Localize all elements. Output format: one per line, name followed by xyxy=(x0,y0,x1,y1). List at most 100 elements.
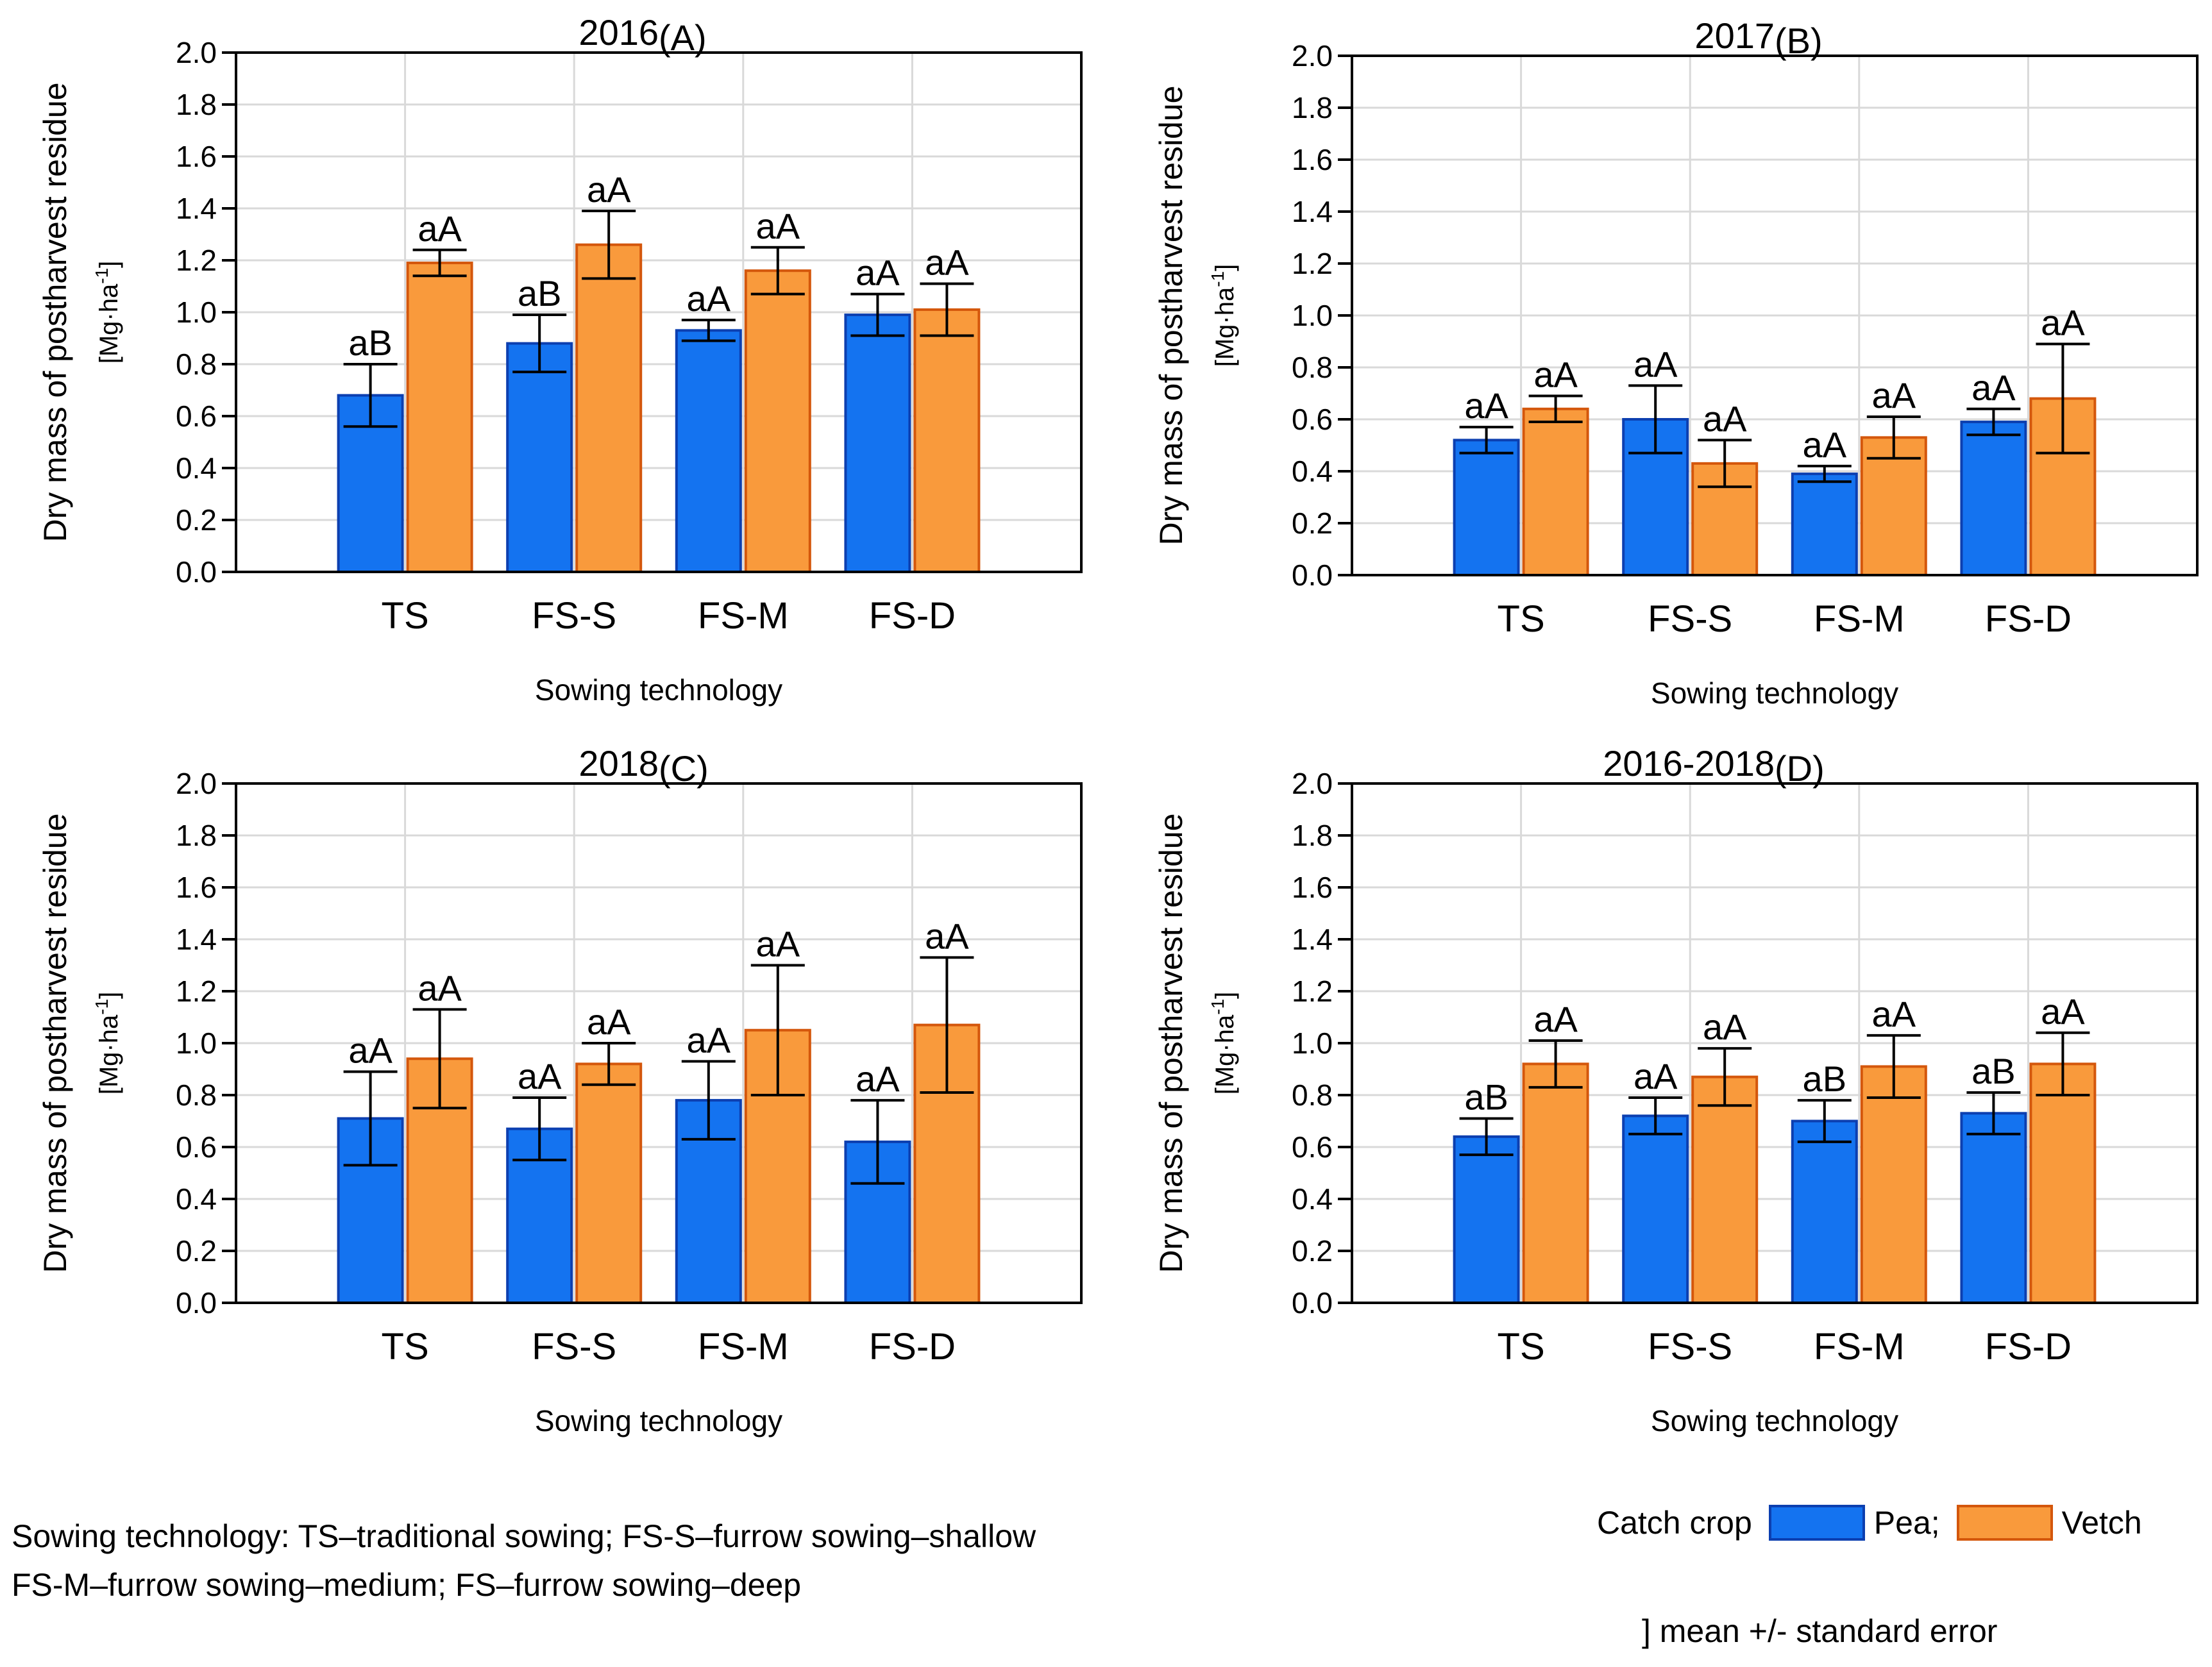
significance-label: aA xyxy=(418,968,462,1008)
y-tick-label: 1.2 xyxy=(1292,247,1333,280)
significance-label: aA xyxy=(1703,398,1747,439)
legend-title: Catch crop xyxy=(1597,1505,1752,1541)
legend-swatch-vetch xyxy=(1956,1505,2053,1541)
x-tick-label: FS-S xyxy=(532,1326,616,1368)
y-tick-label: 1.4 xyxy=(176,192,217,225)
chart-panel-4: aB aA TS aA aA FS-S aB aA FS-M aB aA FS-D 0.0 0.2 0.4 0… xyxy=(1153,743,2199,1437)
y-tick-label: 0.0 xyxy=(176,1286,217,1319)
y-tick-label: 1.8 xyxy=(176,819,217,852)
significance-label: aB xyxy=(1464,1076,1508,1117)
bar-vetch-ts xyxy=(1522,1062,1589,1305)
chart-panel-3: aA aA TS aA aA FS-S aA aA FS-M aA aA FS-D 0.0 0.2 0.4 0… xyxy=(37,743,1083,1437)
significance-label: aA xyxy=(925,916,969,956)
significance-label: aA xyxy=(1634,344,1678,384)
panel-label: (A) xyxy=(659,17,707,58)
footnote-line-2: FS-M–furrow sowing–medium; FS–furrow sow… xyxy=(12,1567,802,1603)
y-axis-label: Dry mass of postharvest residue xyxy=(37,814,73,1273)
significance-label: aA xyxy=(1634,1056,1678,1096)
y-tick-label: 1.0 xyxy=(176,296,217,329)
x-tick-label: TS xyxy=(382,1326,429,1368)
bar-pea-fs-d xyxy=(844,314,911,573)
significance-label: aA xyxy=(1803,424,1847,465)
bar-vetch-fs-s xyxy=(575,1062,643,1305)
bar-pea-fs-d xyxy=(1960,421,2027,576)
chart-title: 2017 xyxy=(1694,15,1775,56)
significance-label: aA xyxy=(518,1056,562,1096)
x-tick-label: TS xyxy=(1498,598,1545,640)
y-tick-label: 0.0 xyxy=(176,555,217,589)
panel-label: (D) xyxy=(1775,748,1825,789)
y-tick-label: 1.2 xyxy=(176,975,217,1008)
significance-label: aA xyxy=(1533,999,1578,1039)
significance-label: aA xyxy=(1872,375,1916,415)
significance-label: aA xyxy=(348,1030,393,1071)
y-tick-label: 0.6 xyxy=(1292,1130,1333,1164)
chart-panel-2: aA aA TS aA aA FS-S aA aA FS-M aA aA FS-D 0.0 0.2 0.4 0… xyxy=(1153,15,2199,710)
y-tick-label: 1.2 xyxy=(1292,975,1333,1008)
significance-label: aB xyxy=(1971,1051,2016,1091)
y-tick-label: 0.6 xyxy=(176,1130,217,1164)
legend: Catch crop Pea; Vetch xyxy=(1597,1500,2142,1545)
y-tick-label: 2.0 xyxy=(1292,39,1333,72)
x-tick-label: FS-D xyxy=(869,1326,956,1368)
x-tick-label: FS-M xyxy=(1814,598,1905,640)
y-axis-label: Dry mass of postharvest residue xyxy=(37,83,73,542)
bar-pea-fs-s xyxy=(1622,1114,1689,1305)
y-tick-label: 1.4 xyxy=(1292,923,1333,956)
y-tick-label: 2.0 xyxy=(176,767,217,800)
x-axis-label: Sowing technology xyxy=(535,673,782,707)
x-tick-label: TS xyxy=(1498,1326,1545,1368)
y-tick-label: 1.6 xyxy=(176,871,217,904)
y-axis-unit: [Mg·ha-1] xyxy=(1208,992,1240,1095)
significance-label: aB xyxy=(518,273,562,314)
footnote-line-1: Sowing technology: TS–traditional sowing… xyxy=(12,1518,1036,1554)
bar-vetch-fs-s xyxy=(575,243,643,573)
significance-label: aA xyxy=(687,1019,731,1060)
bar-pea-ts xyxy=(1453,1135,1520,1305)
y-tick-label: 1.8 xyxy=(1292,91,1333,124)
legend-swatch-pea xyxy=(1768,1505,1865,1541)
significance-label: aA xyxy=(1533,355,1578,395)
y-axis-label: Dry mass of postharvest residue xyxy=(1153,86,1189,546)
x-tick-label: FS-S xyxy=(532,595,616,637)
bar-vetch-fs-d xyxy=(913,308,981,573)
significance-label: aB xyxy=(348,323,393,363)
bar-pea-fs-m xyxy=(675,329,742,573)
bar-pea-fs-d xyxy=(1960,1112,2027,1304)
chart-title: 2016-2018 xyxy=(1603,743,1775,783)
significance-label: aA xyxy=(587,1001,631,1042)
significance-label: aA xyxy=(1872,994,1916,1034)
significance-label: aA xyxy=(1703,1007,1747,1047)
y-tick-label: 0.0 xyxy=(1292,1286,1333,1319)
y-tick-label: 0.6 xyxy=(176,399,217,433)
y-tick-label: 0.8 xyxy=(176,1078,217,1112)
significance-label: aB xyxy=(1803,1059,1847,1099)
y-tick-label: 0.2 xyxy=(176,1234,217,1268)
bar-vetch-fs-m xyxy=(1860,1065,1927,1304)
y-tick-label: 0.4 xyxy=(176,451,217,485)
bar-vetch-ts xyxy=(1522,407,1589,576)
y-tick-label: 0.2 xyxy=(1292,1234,1333,1268)
bar-pea-fs-s xyxy=(506,342,573,573)
y-tick-label: 1.6 xyxy=(1292,871,1333,904)
x-tick-label: FS-D xyxy=(1985,1326,2072,1368)
significance-label: aA xyxy=(587,169,631,210)
y-tick-label: 1.4 xyxy=(176,923,217,956)
x-tick-label: FS-S xyxy=(1648,1326,1732,1368)
bar-pea-fs-m xyxy=(1791,1119,1858,1304)
bar-pea-fs-m xyxy=(1791,473,1858,576)
y-tick-label: 2.0 xyxy=(1292,767,1333,800)
chart-title: 2016 xyxy=(578,12,659,53)
bar-vetch-ts xyxy=(406,262,473,573)
legend-error-note: ] mean +/- standard error xyxy=(1642,1613,1998,1649)
y-tick-label: 1.6 xyxy=(176,140,217,173)
y-tick-label: 0.8 xyxy=(176,348,217,381)
significance-label: aA xyxy=(1464,385,1508,426)
significance-label: aA xyxy=(856,1059,900,1099)
panel-label: (C) xyxy=(659,748,709,789)
y-tick-label: 1.8 xyxy=(176,88,217,121)
y-tick-label: 0.0 xyxy=(1292,558,1333,592)
significance-label: aA xyxy=(925,242,969,282)
x-tick-label: FS-D xyxy=(1985,598,2072,640)
